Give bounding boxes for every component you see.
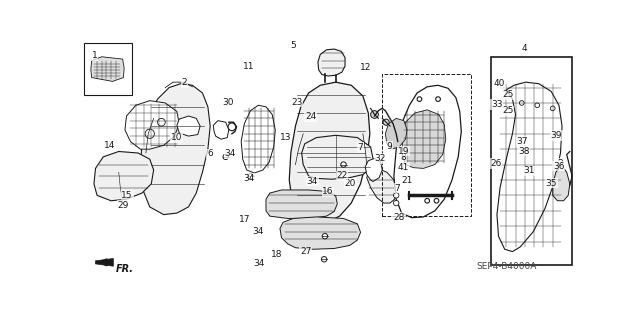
Circle shape: [417, 97, 422, 101]
Circle shape: [535, 103, 540, 108]
Text: 23: 23: [291, 98, 303, 107]
Text: 24: 24: [305, 112, 316, 122]
Text: 15: 15: [122, 191, 133, 200]
Text: 12: 12: [360, 63, 371, 72]
Text: 11: 11: [243, 62, 254, 71]
Polygon shape: [385, 118, 407, 149]
Text: 25: 25: [502, 106, 513, 115]
Text: 1: 1: [92, 51, 98, 60]
Text: 17: 17: [239, 215, 250, 224]
Text: 32: 32: [374, 154, 386, 163]
Text: 6: 6: [207, 149, 213, 158]
Text: 4: 4: [521, 44, 527, 53]
Circle shape: [322, 234, 328, 239]
Text: 28: 28: [394, 213, 405, 222]
Text: 36: 36: [553, 161, 564, 171]
Text: 22: 22: [336, 171, 348, 180]
Polygon shape: [95, 258, 113, 266]
Polygon shape: [241, 105, 275, 173]
Circle shape: [394, 193, 399, 198]
Text: 35: 35: [545, 179, 557, 188]
Polygon shape: [394, 85, 461, 218]
Text: 34: 34: [252, 226, 263, 236]
Circle shape: [434, 198, 439, 203]
Polygon shape: [91, 57, 124, 81]
Text: 3: 3: [557, 159, 563, 168]
Text: 34: 34: [307, 177, 318, 186]
Bar: [84, 43, 132, 95]
Bar: [382, 74, 472, 216]
Text: 27: 27: [300, 248, 312, 256]
Polygon shape: [553, 167, 570, 201]
Circle shape: [145, 129, 154, 138]
Text: 38: 38: [518, 147, 530, 156]
Text: 10: 10: [171, 133, 182, 142]
Text: 33: 33: [491, 100, 502, 109]
Circle shape: [425, 198, 429, 203]
Text: 2: 2: [181, 78, 187, 87]
Text: 25: 25: [503, 90, 514, 99]
Polygon shape: [289, 82, 370, 224]
Text: 40: 40: [493, 79, 505, 88]
Text: 5: 5: [291, 41, 296, 50]
Circle shape: [383, 119, 389, 125]
Text: 18: 18: [271, 250, 283, 259]
Text: 7: 7: [357, 143, 363, 152]
Text: 29: 29: [118, 201, 129, 210]
Text: 19: 19: [397, 147, 409, 156]
Circle shape: [520, 101, 524, 105]
Polygon shape: [403, 110, 446, 168]
Circle shape: [157, 118, 165, 126]
Circle shape: [436, 97, 440, 101]
Text: SEP4-B4000A: SEP4-B4000A: [476, 263, 536, 271]
Text: 14: 14: [104, 141, 115, 150]
Text: 39: 39: [550, 131, 562, 140]
Polygon shape: [140, 84, 210, 215]
Circle shape: [248, 174, 253, 179]
Text: 8: 8: [401, 153, 406, 162]
Polygon shape: [213, 121, 229, 139]
Polygon shape: [365, 159, 382, 182]
Circle shape: [371, 111, 378, 118]
Polygon shape: [318, 49, 345, 76]
Text: 21: 21: [402, 176, 413, 185]
Polygon shape: [497, 82, 562, 252]
Polygon shape: [177, 116, 200, 136]
Text: 16: 16: [323, 187, 333, 196]
Circle shape: [223, 154, 228, 160]
Text: 20: 20: [344, 179, 356, 188]
Circle shape: [340, 162, 346, 167]
Polygon shape: [266, 190, 337, 219]
Polygon shape: [94, 152, 154, 201]
Circle shape: [550, 106, 555, 111]
Text: FR.: FR.: [116, 264, 134, 274]
Circle shape: [321, 256, 327, 262]
Text: 9: 9: [386, 142, 392, 151]
Polygon shape: [280, 217, 360, 249]
Text: 34: 34: [253, 258, 264, 268]
Polygon shape: [301, 135, 373, 179]
Text: 41: 41: [397, 163, 409, 172]
Text: 31: 31: [524, 167, 535, 175]
Text: 7: 7: [395, 184, 400, 193]
Text: 34: 34: [225, 149, 236, 158]
Text: 34: 34: [243, 174, 254, 183]
Bar: [491, 57, 572, 265]
Text: 37: 37: [516, 137, 528, 146]
Circle shape: [394, 200, 399, 206]
Text: 30: 30: [222, 98, 234, 107]
Text: 13: 13: [280, 133, 292, 142]
Text: 26: 26: [490, 159, 501, 168]
Polygon shape: [125, 101, 179, 149]
Polygon shape: [367, 168, 396, 203]
